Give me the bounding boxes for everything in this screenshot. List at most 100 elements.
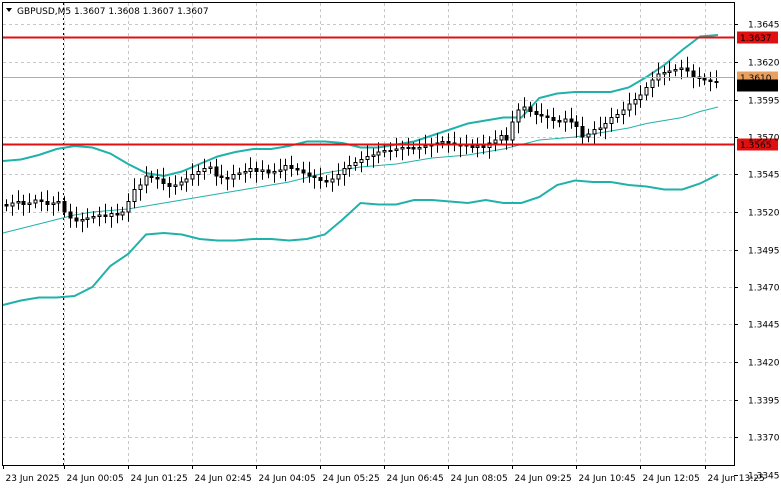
candle-body [394,148,399,151]
candle-body [516,109,521,123]
y-tick-label: 1.3570 [748,134,780,144]
candle-body [179,181,184,186]
candle-body [545,115,550,118]
candle-body [138,184,143,190]
candle-body [167,183,172,187]
bollinger-upper-line [2,34,719,178]
candle-body [598,127,603,130]
candle-body [68,211,73,219]
x-tick-label: 24 Jun 00:05 [67,474,124,484]
candle-body [522,106,527,111]
candle-body [342,168,347,175]
candle-body [144,175,149,186]
candle-body [243,171,248,174]
candle-body [318,177,323,181]
candles [4,56,719,233]
candle-body [330,178,335,183]
candle-body [336,174,341,180]
candle-body [4,204,9,207]
candle-body [708,79,713,82]
candle-body [301,169,306,174]
y-tick-label: 1.3620 [748,59,780,69]
candle-body [580,126,585,138]
candle-body [551,117,556,121]
candle-body [289,165,294,169]
bid-line-label: 1.3610 [740,74,772,84]
candle-body [499,135,504,141]
candle-body [382,150,387,153]
y-tick-label: 1.3545 [748,171,780,181]
y-tick-label: 1.3445 [748,321,780,331]
candle-body [440,141,445,144]
level-line-label: 1.3637 [740,34,772,44]
current-price-label-box [737,79,778,92]
candle-body [225,177,230,180]
candle-body [51,202,56,205]
candle-body [324,180,329,183]
candle-body [365,156,370,160]
candle-body [371,154,376,157]
candle-body [557,120,562,123]
candle-body [278,169,283,172]
candle-body [592,129,597,135]
candle-body [190,174,195,180]
candle-body [633,99,638,105]
price-axis: 1.3645 1.3620 1.3595 1.3570 1.3545 1.3520 1.34… [734,21,780,482]
candle-body [714,81,719,83]
candle-body [56,201,61,204]
candle-body [10,202,15,207]
candle-body [493,139,498,144]
candle-body [120,211,125,216]
candle-body [115,213,120,216]
candle-body [295,168,300,171]
candle-body [528,106,533,112]
candle-body [254,168,259,172]
candle-body [406,147,411,149]
candle-body [208,166,213,169]
collapse-triangle-icon[interactable] [6,8,12,12]
candle-body [662,72,667,75]
candle-body [283,165,288,171]
y-tick-label: 1.3495 [748,247,780,257]
candle-body [97,214,102,217]
y-tick-label: 1.3595 [748,97,780,107]
candle-body [272,171,277,174]
candle-body [569,118,574,123]
candle-body [132,189,137,202]
candle-body [202,168,207,172]
y-tick-label: 1.3395 [748,397,780,407]
chart-title: GBPUSD,M5 1.3607 1.3608 1.3607 1.3607 [6,7,209,17]
candle-body [504,135,509,141]
candle-body [423,145,428,148]
candle-body [85,217,90,220]
x-tick-label: 24 Jun 10:45 [579,474,636,484]
x-tick-label: 24 Jun 09:25 [515,474,572,484]
y-tick-label: 1.3645 [748,21,780,31]
candle-body [266,169,271,174]
x-tick-label: 24 Jun 05:25 [323,474,380,484]
candle-body [475,145,480,148]
y-tick-label: 1.3520 [748,209,780,219]
x-tick-label: 24 Jun 02:45 [195,474,252,484]
x-tick-label: 24 Jun 13:25 [708,474,765,484]
candle-body [196,171,201,175]
candle-body [481,145,486,148]
level-line-label-box [737,138,778,151]
candle-body [149,175,154,178]
candle-body [161,178,166,184]
candle-body [376,151,381,156]
candle-body [45,201,50,205]
candle-body [16,201,21,204]
time-axis: 23 Jun 2025 24 Jun 00:05 24 Jun 01:25 24 Ju… [3,465,765,484]
candle-body [446,141,451,144]
grid [3,3,734,465]
candle-body [39,199,44,202]
bollinger-lower-line [2,173,719,306]
candle-body [27,202,32,205]
candle-body [126,201,131,213]
candle-body [685,67,690,72]
candle-body [62,201,67,213]
title-text: GBPUSD,M5 1.3607 1.3608 1.3607 1.3607 [17,7,209,17]
